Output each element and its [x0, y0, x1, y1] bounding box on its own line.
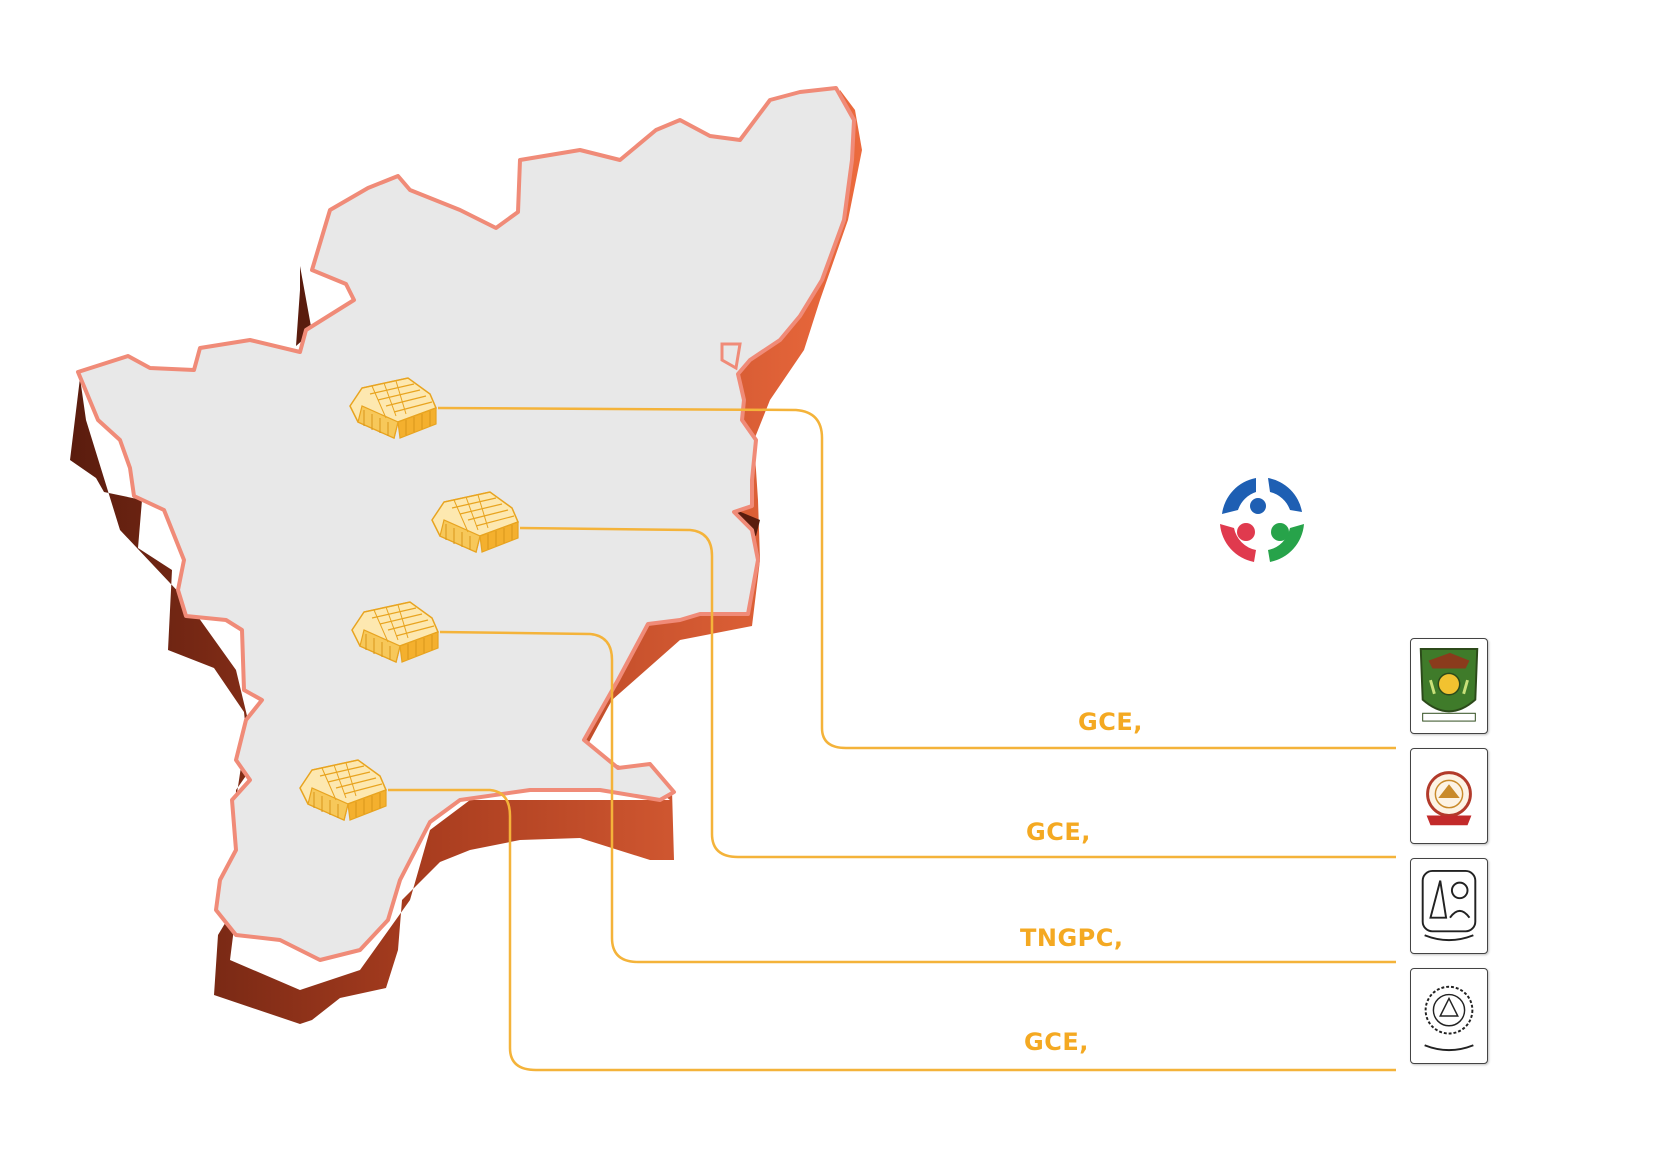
connector-line-2 [519, 526, 1396, 859]
connector-line-3 [439, 630, 1396, 964]
fablab-logo-icon [1220, 478, 1304, 562]
college-emblem-icon [1424, 985, 1474, 1052]
college-label-4: GCE, [1024, 1028, 1089, 1056]
connector-line-4 [388, 788, 1396, 1072]
college-label-3: TNGPC, [1020, 924, 1124, 952]
college-seal-icon [1426, 771, 1472, 826]
college-crest-card[interactable] [1410, 638, 1488, 734]
polytechnic-emblem-card[interactable] [1410, 858, 1488, 954]
polytechnic-emblem-icon [1421, 869, 1477, 942]
college-crest-icon [1419, 648, 1479, 722]
college-label-1: GCE, [1078, 708, 1143, 736]
connector-lines [388, 406, 1396, 1072]
connector-line-1 [437, 406, 1396, 750]
college-seal-card[interactable] [1410, 748, 1488, 844]
college-emblem-card[interactable] [1410, 968, 1488, 1064]
college-label-2: GCE, [1026, 818, 1091, 846]
